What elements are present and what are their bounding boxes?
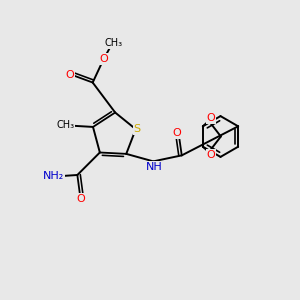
Text: O: O bbox=[76, 194, 85, 204]
Text: O: O bbox=[207, 113, 216, 124]
Text: O: O bbox=[100, 54, 109, 64]
Text: O: O bbox=[172, 128, 181, 138]
Text: S: S bbox=[134, 124, 141, 134]
Text: CH₃: CH₃ bbox=[56, 120, 74, 130]
Text: NH: NH bbox=[146, 162, 162, 172]
Text: NH₂: NH₂ bbox=[43, 172, 64, 182]
Text: CH₃: CH₃ bbox=[105, 38, 123, 48]
Text: O: O bbox=[65, 70, 74, 80]
Text: O: O bbox=[207, 149, 216, 160]
